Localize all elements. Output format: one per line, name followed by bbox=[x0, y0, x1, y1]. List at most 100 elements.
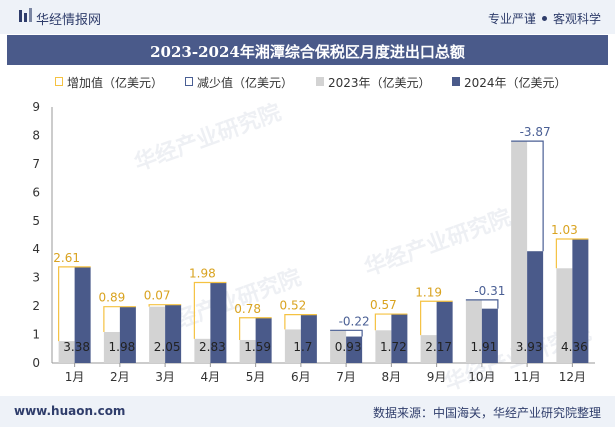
bar-2023 bbox=[330, 330, 347, 363]
increase-bracket bbox=[193, 281, 227, 339]
value-label-2024: 1.98 bbox=[109, 340, 136, 354]
value-label-2024: 1.72 bbox=[380, 340, 407, 354]
bar-2023 bbox=[149, 306, 166, 363]
decrease-bracket bbox=[330, 329, 363, 337]
change-label: -0.22 bbox=[339, 314, 370, 328]
x-tick-label: 12月 bbox=[559, 370, 586, 384]
value-label-2024: 3.93 bbox=[516, 340, 543, 354]
bar-2023 bbox=[511, 141, 528, 363]
bar-2023 bbox=[58, 341, 75, 363]
y-tick-label: 1 bbox=[32, 328, 40, 342]
chart-plot: 0 1 2 3 4 5 6 7 8 9 2.61 3.38 1月 0.89 1.98 2月 0.07 2.05 3月… bbox=[32, 100, 595, 384]
change-label: 0.52 bbox=[280, 299, 307, 313]
bar-2023 bbox=[103, 331, 120, 363]
change-label: 0.57 bbox=[370, 298, 397, 312]
footer-bar: www.huaon.com 数据来源：中国海关，华经产业研究院整理 bbox=[0, 396, 615, 427]
separator-dot-icon bbox=[541, 16, 547, 21]
bar-2024 bbox=[255, 317, 272, 363]
bar-2023 bbox=[556, 268, 573, 363]
value-label-2024: 2.05 bbox=[154, 340, 181, 354]
x-tick-label: 6月 bbox=[291, 370, 311, 384]
increase-bracket bbox=[58, 266, 91, 342]
increase-bracket bbox=[148, 304, 182, 307]
increase-bracket bbox=[239, 317, 272, 340]
change-label: 0.07 bbox=[144, 289, 171, 303]
bar-2024 bbox=[572, 238, 589, 363]
chart-legend: 增加值（亿美元） 减少值（亿美元） 2023年（亿美元） 2024年（亿美元） bbox=[0, 74, 615, 92]
decrease-bracket bbox=[511, 140, 544, 252]
y-tick-label: 3 bbox=[32, 271, 40, 285]
bar-2024 bbox=[391, 314, 408, 363]
change-label: 1.19 bbox=[415, 285, 442, 299]
x-tick-label: 9月 bbox=[427, 370, 447, 384]
top-header-bar: 华经情报网 专业严谨 客观科学 bbox=[0, 0, 615, 34]
x-tick-label: 2月 bbox=[110, 370, 130, 384]
value-label-2024: 2.17 bbox=[425, 340, 452, 354]
bar-2023 bbox=[375, 330, 392, 363]
tagline: 专业严谨 客观科学 bbox=[488, 10, 601, 27]
x-tick-label: 10月 bbox=[468, 370, 495, 384]
increase-bracket bbox=[374, 313, 408, 331]
y-tick-label: 0 bbox=[32, 356, 40, 370]
y-tick-label: 4 bbox=[32, 242, 40, 256]
bar-2023 bbox=[284, 329, 301, 363]
bar-2023 bbox=[465, 299, 482, 363]
y-tick-label: 9 bbox=[32, 100, 40, 114]
legend-label-decrease: 减少值（亿美元） bbox=[197, 76, 294, 90]
bar-2024 bbox=[527, 251, 544, 363]
change-label: -3.87 bbox=[520, 125, 551, 139]
footer-source: 数据来源：中国海关，华经产业研究院整理 bbox=[372, 406, 601, 420]
y-tick-label: 5 bbox=[32, 214, 40, 228]
y-tick-label: 7 bbox=[32, 157, 40, 171]
bar-2024 bbox=[165, 304, 182, 363]
legend-label-2023: 2023年（亿美元） bbox=[328, 76, 431, 90]
bar-2024 bbox=[300, 314, 317, 363]
change-label: 0.78 bbox=[234, 302, 261, 316]
bar-2023 bbox=[194, 338, 211, 363]
x-tick-label: 4月 bbox=[201, 370, 221, 384]
bar-2024 bbox=[119, 306, 136, 363]
change-label: 2.61 bbox=[53, 251, 80, 265]
value-label-2024: 4.36 bbox=[561, 340, 588, 354]
brand-name: 华经情报网 bbox=[36, 13, 102, 28]
tagline-right: 客观科学 bbox=[552, 12, 601, 26]
x-tick-label: 5月 bbox=[246, 370, 266, 384]
bar-2023 bbox=[239, 339, 256, 363]
x-tick-label: 7月 bbox=[336, 370, 356, 384]
increase-bracket bbox=[284, 314, 317, 330]
x-tick-label: 3月 bbox=[155, 370, 175, 384]
title-bar: 2023-2024年湘潭综合保税区月度进出口总额 bbox=[7, 35, 608, 65]
legend-label-2024: 2024年（亿美元） bbox=[464, 76, 567, 90]
legend-swatch-2023 bbox=[316, 77, 324, 86]
bar-2023 bbox=[420, 335, 437, 363]
value-label-2024: 0.93 bbox=[335, 340, 362, 354]
bar-2024 bbox=[346, 336, 363, 363]
brand-logo-icon bbox=[19, 8, 32, 22]
chart-title: 2023-2024年湘潭综合保税区月度进出口总额 bbox=[150, 43, 465, 61]
change-label: 0.89 bbox=[99, 291, 126, 305]
value-label-2024: 3.38 bbox=[63, 340, 90, 354]
legend-swatch-increase bbox=[55, 77, 63, 86]
tagline-left: 专业严谨 bbox=[487, 12, 536, 26]
bar-2024 bbox=[436, 301, 453, 363]
x-tick-label: 11月 bbox=[513, 370, 540, 384]
increase-bracket bbox=[103, 306, 136, 332]
bar-2024 bbox=[210, 282, 227, 363]
x-tick-label: 1月 bbox=[65, 370, 85, 384]
decrease-bracket bbox=[465, 299, 499, 309]
value-label-2024: 1.91 bbox=[471, 340, 498, 354]
change-label: 1.98 bbox=[189, 267, 216, 281]
y-tick-label: 8 bbox=[32, 128, 40, 142]
change-label: -0.31 bbox=[474, 284, 505, 298]
change-label: 1.03 bbox=[551, 223, 578, 237]
value-label-2024: 2.83 bbox=[199, 340, 226, 354]
bar-2024 bbox=[74, 266, 91, 363]
value-label-2024: 1.7 bbox=[293, 340, 312, 354]
y-tick-label: 6 bbox=[32, 185, 40, 199]
bar-2024 bbox=[481, 308, 498, 363]
y-tick-label: 2 bbox=[32, 299, 40, 313]
legend-label-increase: 增加值（亿美元） bbox=[67, 76, 164, 90]
x-tick-label: 8月 bbox=[382, 370, 402, 384]
legend-swatch-2024 bbox=[452, 77, 460, 86]
footer-website: www.huaon.com bbox=[14, 404, 126, 418]
